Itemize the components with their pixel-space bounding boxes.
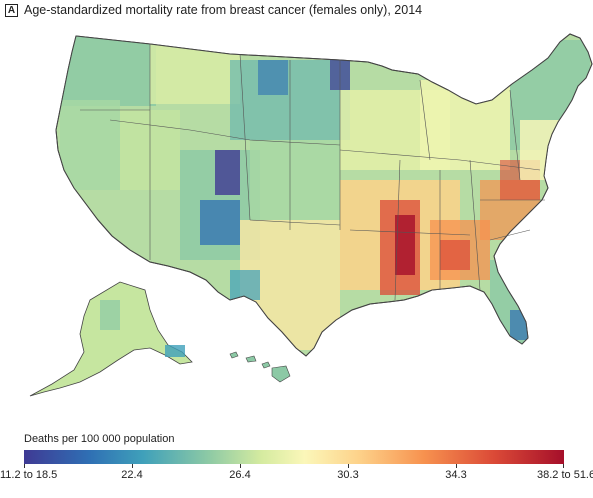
legend-tick-mark — [132, 464, 133, 468]
alaska-outline — [29, 281, 193, 397]
legend-tick-mark — [240, 464, 241, 468]
legend-title: Deaths per 100 000 population — [24, 433, 175, 445]
legend-tick-mark — [563, 464, 564, 468]
legend-tick-label: 30.3 — [337, 469, 359, 481]
legend-tick-label: 38.2 to 51.6 — [537, 469, 593, 481]
hawaii-islands — [229, 351, 291, 383]
map-title: Age-standardized mortality rate from bre… — [24, 3, 423, 17]
alaska-counties — [100, 300, 185, 357]
legend-tick-mark — [348, 464, 349, 468]
legend-tick-mark — [24, 464, 25, 468]
county-fill-layer — [56, 36, 590, 350]
legend-color-bar — [24, 450, 564, 464]
legend-tick-label: 26.4 — [229, 469, 251, 481]
choropleth-map — [29, 33, 593, 397]
state-boundaries — [80, 44, 545, 301]
legend-tick-label: 22.4 — [121, 469, 143, 481]
legend-tick-label: 11.2 to 18.5 — [0, 469, 58, 481]
legend-tick-label: 34.3 — [445, 469, 467, 481]
legend-tick-mark — [456, 464, 457, 468]
conus-border — [55, 33, 593, 357]
panel-label-badge: A — [5, 4, 18, 17]
